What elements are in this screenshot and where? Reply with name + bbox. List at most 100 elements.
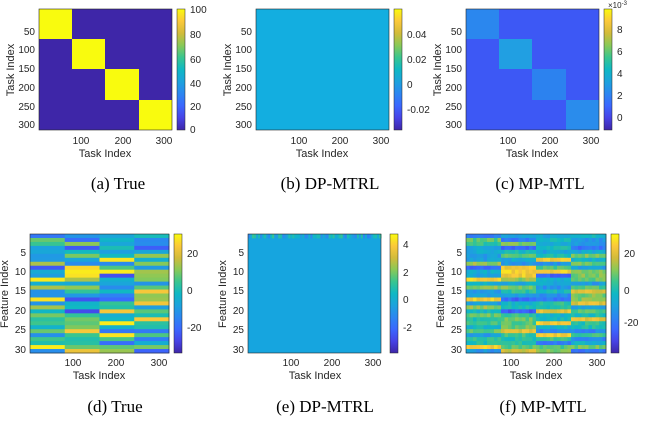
heatmap-cell xyxy=(497,289,502,294)
heatmap-cell xyxy=(494,301,498,306)
heatmap-cell xyxy=(511,345,516,350)
heatmap-cell xyxy=(536,309,540,314)
heatmap-cell xyxy=(585,265,589,271)
heatmap-cell xyxy=(480,281,484,286)
heatmap-cell xyxy=(525,345,530,350)
heatmap-cell xyxy=(511,333,516,338)
heatmap-cell xyxy=(515,333,519,338)
heatmap-cell xyxy=(602,309,607,314)
heatmap-cell xyxy=(543,317,547,322)
heatmap-cell xyxy=(574,261,579,267)
colorbar-tick: 20 xyxy=(187,249,199,260)
heatmap-cell xyxy=(497,245,502,251)
heatmap-cell xyxy=(518,253,523,259)
heatmap-cell xyxy=(595,301,600,306)
panel-a-true-correlation: 50 100 150 200 250 300 100 200 300 Task … xyxy=(5,5,207,193)
heatmap-cell xyxy=(539,281,544,286)
heatmap-cell xyxy=(469,341,474,346)
x-axis-label: Task Index xyxy=(506,148,559,160)
heatmap-cell xyxy=(497,313,502,318)
heatmap-cell xyxy=(328,234,332,239)
heatmap-cell xyxy=(599,249,603,255)
heatmap-cell xyxy=(585,289,589,294)
heatmap-cell xyxy=(466,249,470,255)
heatmap-cell xyxy=(539,237,544,243)
heatmap-cell xyxy=(508,241,512,247)
heatmap-cell xyxy=(553,285,558,290)
heatmap-cell xyxy=(532,285,537,290)
heatmap-cell xyxy=(490,245,495,251)
heatmap-cell xyxy=(99,245,135,251)
heatmap-cell xyxy=(557,273,561,279)
heatmap-cell xyxy=(30,341,66,346)
heatmap-cell xyxy=(480,241,484,247)
colorbar-tick: 40 xyxy=(190,79,202,90)
heatmap-cell xyxy=(504,349,509,354)
heatmap-cell xyxy=(494,273,498,279)
heatmap-cell xyxy=(494,253,498,259)
heatmap-cell xyxy=(366,234,370,239)
heatmap-cell xyxy=(581,257,586,263)
heatmap-cell xyxy=(557,289,561,294)
heatmap-cell xyxy=(487,321,491,326)
heatmap-cell xyxy=(64,341,100,346)
heatmap-cell xyxy=(490,317,495,322)
heatmap-cell xyxy=(602,329,607,334)
heatmap-cell xyxy=(504,281,509,286)
heatmap-cell xyxy=(480,261,484,267)
heatmap-cell xyxy=(553,317,558,322)
heatmap-cell xyxy=(469,329,474,334)
heatmap-cell xyxy=(494,337,498,342)
heatmap-cell xyxy=(581,297,586,302)
heatmap-cell xyxy=(30,333,66,338)
heatmap-cell xyxy=(567,293,572,298)
heatmap-cell xyxy=(501,341,505,346)
heatmap-cell xyxy=(480,269,484,275)
heatmap-cell xyxy=(588,345,593,350)
heatmap-cell xyxy=(574,265,579,271)
heatmap-cell xyxy=(522,265,526,271)
heatmap-cell xyxy=(487,317,491,322)
heatmap-cell xyxy=(557,237,561,243)
heatmap-cell xyxy=(543,237,547,243)
heatmap-cell xyxy=(64,273,100,279)
heatmap-cell xyxy=(525,329,530,334)
heatmap-a-frame xyxy=(38,8,173,131)
heatmap-cell xyxy=(595,325,600,330)
heatmap-cell xyxy=(473,293,477,298)
heatmap-cell xyxy=(532,345,537,350)
heatmap-cell xyxy=(494,269,498,275)
heatmap-cell xyxy=(574,329,579,334)
heatmap-cell xyxy=(487,297,491,302)
heatmap-f-frame xyxy=(465,233,607,354)
ytick: 150 xyxy=(445,64,462,75)
heatmap-cell xyxy=(290,234,293,239)
heatmap-cell xyxy=(515,321,519,326)
heatmap-cell xyxy=(560,293,565,298)
colorbar-tick: 0 xyxy=(403,295,409,306)
xtick: 100 xyxy=(500,136,517,147)
heatmap-cell xyxy=(487,281,491,286)
heatmap-cell xyxy=(595,269,600,275)
heatmap-cell xyxy=(585,313,589,318)
heatmap-cell xyxy=(578,269,582,275)
heatmap-cell xyxy=(480,305,484,310)
heatmap-cell xyxy=(525,297,530,302)
heatmap-cell xyxy=(504,234,509,239)
heatmap-cell xyxy=(529,293,533,298)
heatmap-cell xyxy=(466,277,470,282)
heatmap-cell xyxy=(473,341,477,346)
heatmap-cell xyxy=(64,333,100,338)
heatmap-cell xyxy=(497,297,502,302)
heatmap-cell xyxy=(546,309,551,314)
heatmap-cell xyxy=(592,265,596,271)
heatmap-cell xyxy=(571,241,575,247)
heatmap-cell xyxy=(476,305,481,310)
heatmap-cell xyxy=(532,234,537,239)
heatmap-cell xyxy=(480,337,484,342)
heatmap-cell xyxy=(536,325,540,330)
heatmap-cell xyxy=(99,345,135,350)
heatmap-cell xyxy=(539,293,544,298)
heatmap-cell xyxy=(592,253,596,259)
heatmap-cell xyxy=(490,261,495,267)
